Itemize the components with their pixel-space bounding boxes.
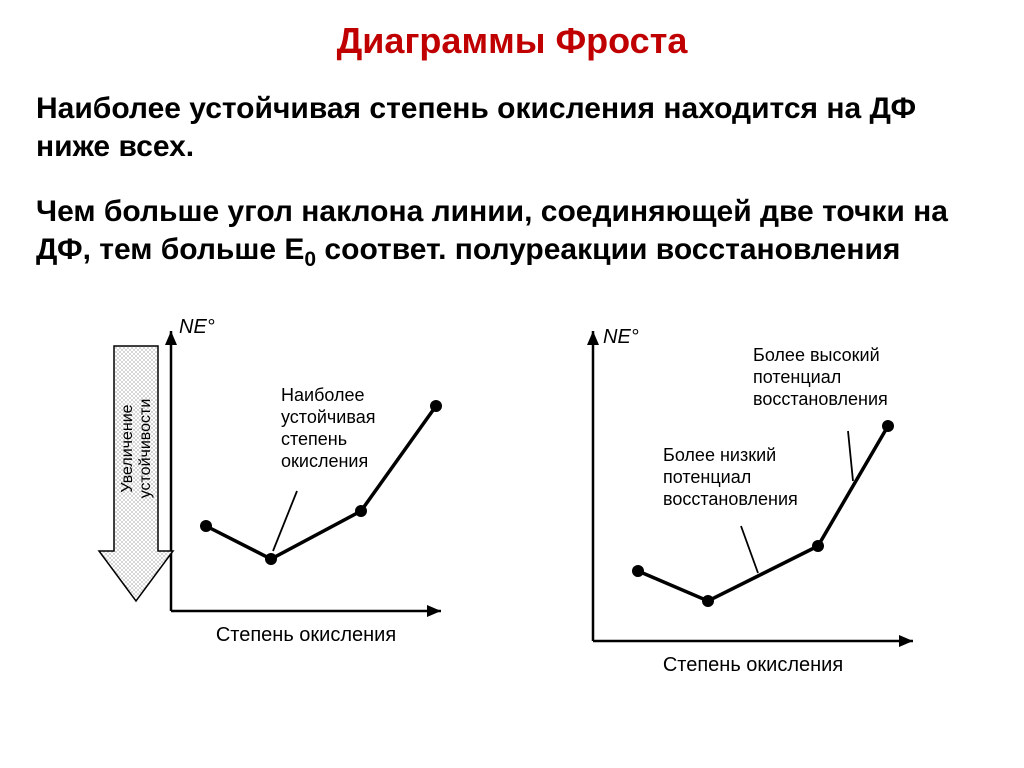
svg-text:восстановления: восстановления — [663, 489, 798, 509]
svg-text:Более низкий: Более низкий — [663, 445, 776, 465]
chart-left: Увеличениеустойчивости NE° Степень окислен… — [41, 301, 481, 671]
svg-text:окисления: окисления — [281, 451, 368, 471]
svg-text:восстановления: восстановления — [753, 389, 888, 409]
svg-text:устойчивая: устойчивая — [281, 407, 375, 427]
chart-right: NE°Степень окисленияБолее высокийпотенци… — [523, 301, 983, 701]
paragraph-2-sub: 0 — [304, 248, 316, 271]
chart-right-container: NE°Степень окисленияБолее высокийпотенци… — [523, 301, 983, 706]
paragraph-2: Чем больше угол наклона линии, соединяющ… — [36, 193, 988, 273]
svg-text:Более высокий: Более высокий — [753, 345, 880, 365]
paragraph-2-suffix: соответ. полуреакции восстановления — [316, 233, 900, 266]
svg-text:степень: степень — [281, 429, 347, 449]
page-title: Диаграммы Фроста — [0, 20, 1024, 62]
svg-text:Степень окисления: Степень окисления — [216, 624, 396, 646]
svg-text:потенциал: потенциал — [753, 367, 841, 387]
svg-text:Увеличение: Увеличение — [119, 404, 136, 492]
svg-text:Наиболее: Наиболее — [281, 385, 365, 405]
svg-text:NE°: NE° — [179, 316, 215, 338]
svg-text:NE°: NE° — [603, 326, 639, 348]
chart-left-container: Увеличениеустойчивости NE° Степень окислен… — [41, 301, 481, 706]
svg-text:Степень окисления: Степень окисления — [663, 654, 843, 676]
svg-text:устойчивости: устойчивости — [137, 398, 154, 498]
paragraph-1: Наиболее устойчивая степень окисления на… — [36, 90, 988, 165]
svg-text:потенциал: потенциал — [663, 467, 751, 487]
